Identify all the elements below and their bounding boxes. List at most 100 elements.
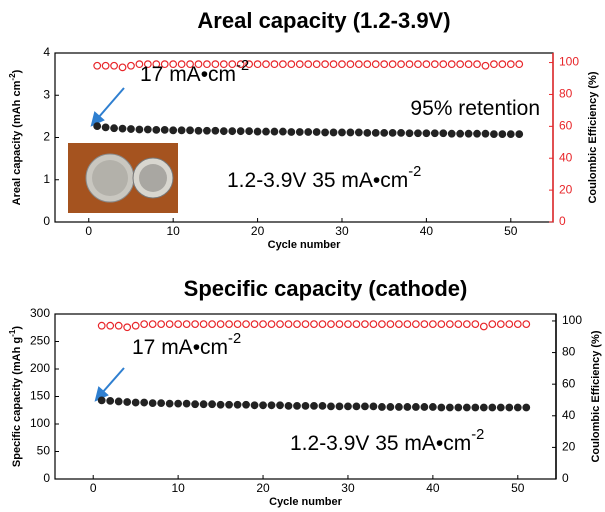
capacity-point: [212, 127, 219, 134]
ce-point: [447, 321, 454, 328]
capacity-point: [319, 403, 326, 410]
ce-point: [398, 61, 405, 68]
capacity-point: [280, 128, 287, 135]
ce-point: [192, 321, 199, 328]
capacity-point: [474, 130, 481, 137]
capacity-point: [296, 129, 303, 136]
ce-point: [415, 61, 422, 68]
capacity-point: [514, 404, 521, 411]
capacity-point: [313, 129, 320, 136]
ce-point: [413, 321, 420, 328]
x-tick-label: 40: [420, 224, 434, 238]
ce-point: [319, 321, 326, 328]
y-tick-label: 1: [43, 172, 50, 186]
ce-point: [516, 61, 523, 68]
capacity-point: [195, 127, 202, 134]
capacity-point: [347, 129, 354, 136]
annotation-text: 95% retention: [410, 97, 540, 120]
capacity-point: [498, 404, 505, 411]
ce-point: [98, 322, 105, 329]
ce-point: [254, 61, 261, 68]
ce-point: [481, 323, 488, 330]
annotation-text: 17 mA•cm: [140, 63, 236, 86]
ce-point: [94, 62, 101, 69]
ce-point: [507, 61, 514, 68]
capacity-point: [472, 404, 479, 411]
ce-point: [362, 321, 369, 328]
ce-point: [514, 321, 521, 328]
capacity-point: [447, 404, 454, 411]
y-tick-label: 300: [30, 306, 50, 320]
capacity-point: [330, 129, 337, 136]
y2-tick-label: 60: [562, 376, 576, 390]
ce-point: [430, 321, 437, 328]
x-tick-label: 30: [341, 481, 355, 495]
capacity-point: [217, 401, 224, 408]
annotation-sup: -2: [228, 331, 241, 347]
ce-point: [302, 321, 309, 328]
ce-point: [311, 321, 318, 328]
ce-point: [183, 321, 190, 328]
annotation-text: 17 mA•cm: [132, 336, 228, 359]
y-tick-label: 100: [30, 416, 50, 430]
ce-point: [285, 321, 292, 328]
y2-tick-label: 0: [559, 214, 566, 228]
y2-tick-label: 40: [559, 150, 573, 164]
ce-point: [175, 321, 182, 328]
figure: Areal capacity (1.2-3.9V)010203040500123…: [0, 0, 605, 512]
ce-point: [381, 61, 388, 68]
y-axis-label: Specific capacity (mAh g-1): [8, 326, 23, 468]
ce-point: [438, 321, 445, 328]
capacity-point: [94, 123, 101, 130]
capacity-point: [234, 401, 241, 408]
y-tick-label: 50: [37, 444, 51, 458]
ce-point: [200, 321, 207, 328]
capacity-point: [353, 403, 360, 410]
capacity-point: [506, 404, 513, 411]
ce-point: [389, 61, 396, 68]
capacity-point: [406, 130, 413, 137]
capacity-point: [379, 404, 386, 411]
capacity-point: [482, 130, 489, 137]
capacity-point: [364, 130, 371, 137]
capacity-point: [421, 404, 428, 411]
ce-point: [364, 61, 371, 68]
ce-point: [328, 321, 335, 328]
capacity-point: [336, 403, 343, 410]
ce-point: [313, 61, 320, 68]
annotation-text: 1.2-3.9V 35 mA•cm: [290, 432, 471, 455]
ce-point: [464, 321, 471, 328]
capacity-point: [432, 130, 439, 137]
capacity-point: [132, 399, 139, 406]
y2-tick-label: 60: [559, 119, 573, 133]
annotation: 95% retention: [410, 97, 540, 120]
ce-point: [243, 321, 250, 328]
ce-point: [277, 321, 284, 328]
capacity-point: [489, 404, 496, 411]
ce-point: [260, 321, 267, 328]
y-axis-label-text: Specific capacity (mAh g: [11, 337, 23, 467]
ce-point: [421, 321, 428, 328]
ce-point: [305, 61, 312, 68]
capacity-point: [226, 401, 233, 408]
annotation: 1.2-3.9V 35 mA•cm-2: [227, 164, 421, 192]
capacity-point: [481, 404, 488, 411]
ce-point: [491, 61, 498, 68]
ce-point: [339, 61, 346, 68]
capacity-point: [387, 404, 394, 411]
x-axis-label: Cycle number: [269, 496, 342, 508]
capacity-point: [322, 129, 329, 136]
capacity-point: [107, 398, 114, 405]
capacity-point: [277, 402, 284, 409]
y2-tick-label: 80: [562, 345, 576, 359]
capacity-point: [268, 402, 275, 409]
y2-axis-label: Coulombic Efficiency (%): [587, 71, 599, 203]
ce-point: [251, 321, 258, 328]
capacity-point: [430, 404, 437, 411]
capacity-point: [161, 127, 168, 134]
ce-point: [119, 64, 126, 71]
capacity-point: [260, 402, 267, 409]
y2-tick-label: 100: [559, 55, 579, 69]
ce-point: [128, 62, 135, 69]
y-tick-label: 200: [30, 361, 50, 375]
